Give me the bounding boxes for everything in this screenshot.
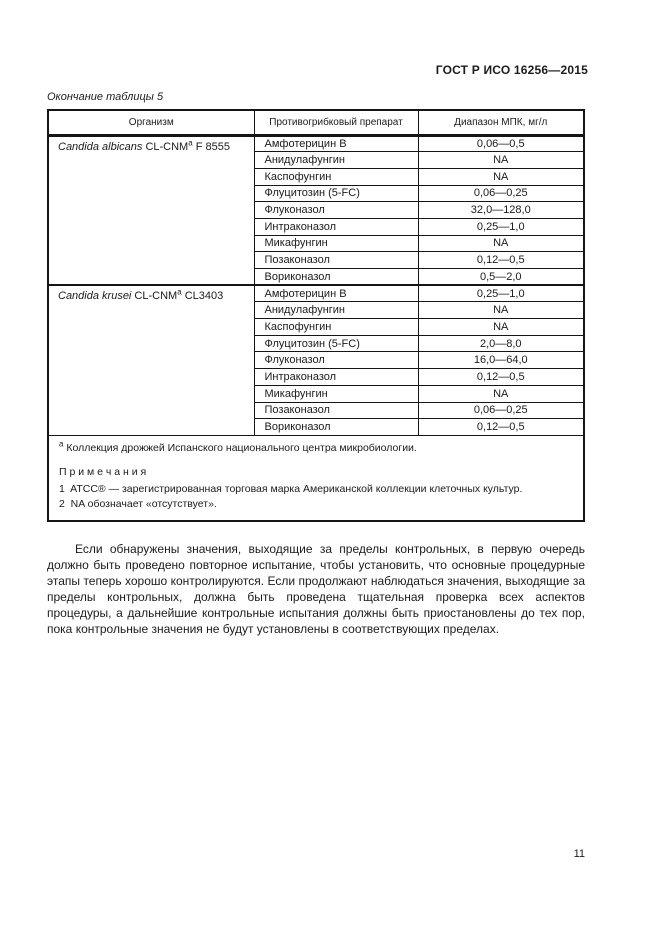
drug-name-cell: Микафунгин <box>253 234 419 253</box>
mic-range-cell: 0,5—2,0 <box>417 268 585 286</box>
mic-range-cell: 2,0—8,0 <box>417 334 585 353</box>
footnote-cell: a Коллекция дрожжей Испанского националь… <box>47 434 585 522</box>
drug-name-cell: Интраконазол <box>253 368 419 386</box>
table-row: Каспофунгин NA <box>48 318 585 336</box>
drug-name-cell: Каспофунгин <box>253 167 419 186</box>
table-row: Candida krusei CL-CNMa CL3403 Амфотерицин… <box>47 284 585 436</box>
mic-range-cell: NA <box>417 301 585 320</box>
page-number: 11 <box>573 848 585 860</box>
drug-name-cell: Микафунгин <box>253 384 419 403</box>
table-footnote-section: a Коллекция дрожжей Испанского националь… <box>47 434 585 522</box>
document-standard-number: ГОСТ Р ИСО 16256—2015 <box>435 63 588 77</box>
table-caption: Окончание таблицы 5 <box>47 91 164 103</box>
drug-name-cell: Флуконазол <box>253 351 419 370</box>
mic-range-cell: NA <box>417 384 585 403</box>
table-row: Анидулафунгин NA <box>48 301 585 320</box>
mic-range-cell: NA <box>417 234 585 253</box>
footnote-marker: a <box>59 439 64 449</box>
mic-range-cell: NA <box>417 167 585 186</box>
table-row: Позаконазол 0,12—0,5 <box>48 251 585 269</box>
table-header-row: Организм Противогрибковый препарат Диапа… <box>47 109 585 137</box>
drug-name-cell: Анидулафунгин <box>253 151 419 169</box>
drug-name-cell: Флуцитозин (5-FC) <box>253 334 419 353</box>
mic-range-cell: 0,12—0,5 <box>417 418 585 436</box>
mic-range-cell: 0,06—0,25 <box>417 184 585 203</box>
organism-species-name: Candida krusei <box>58 290 132 303</box>
table-row: Флуцитозин (5-FC) 2,0—8,0 <box>48 334 585 353</box>
organism-species-name: Candida albicans <box>58 140 143 153</box>
table-row: Интраконазол 0,12—0,5 <box>48 368 585 386</box>
mic-range-cell: 0,25—1,0 <box>417 284 585 303</box>
mic-range-table: Организм Противогрибковый препарат Диапа… <box>47 109 585 522</box>
drug-name-cell: Анидулафунгин <box>253 301 419 320</box>
organism-cell: Candida albicans CL-CNMa F 8555 <box>47 133 255 286</box>
mic-range-cell: 16,0—64,0 <box>417 351 585 370</box>
mic-range-cell: 0,12—0,5 <box>417 251 585 269</box>
footnote-reference-marker: a <box>188 137 193 147</box>
mic-range-cell: 32,0—128,0 <box>417 201 585 219</box>
note-1: 1 ATCC® — зарегистрированная торговая ма… <box>59 482 523 495</box>
drug-name-cell: Вориконазол <box>253 418 419 436</box>
mic-range-cell: 0,06—0,25 <box>417 401 585 420</box>
mic-range-cell: NA <box>417 151 585 169</box>
drug-name-cell: Флуцитозин (5-FC) <box>253 184 419 203</box>
table-row: Интраконазол 0,25—1,0 <box>48 217 585 236</box>
mic-range-cell: NA <box>417 318 585 336</box>
organism-cell: Candida krusei CL-CNMa CL3403 <box>47 284 255 436</box>
drug-name-cell: Интраконазол <box>253 217 419 236</box>
table-row: Флуцитозин (5-FC) 0,06—0,25 <box>48 184 585 203</box>
mic-range-cell: 0,12—0,5 <box>417 368 585 386</box>
drug-name-cell: Амфотерицин В <box>253 284 419 303</box>
footnote-text: a Коллекция дрожжей Испанского националь… <box>59 439 417 454</box>
mic-range-cell: 0,06—0,5 <box>417 134 585 153</box>
drug-name-cell: Позаконазол <box>253 401 419 420</box>
drug-name-cell: Каспофунгин <box>253 318 419 336</box>
table-row: Candida albicans CL-CNMa F 8555 Амфотериц… <box>47 133 585 286</box>
mic-range-cell: 0,25—1,0 <box>417 217 585 236</box>
drug-name-cell: Позаконазол <box>253 251 419 269</box>
table-body: Candida albicans CL-CNMa F 8555 Амфотериц… <box>47 133 585 436</box>
drug-name-cell: Флуконазол <box>253 201 419 219</box>
table-row: Вориконазол 0,5—2,0 <box>48 268 585 286</box>
column-header-organism: Организм <box>47 109 255 137</box>
drug-name-cell: Вориконазол <box>253 268 419 286</box>
column-header-antifungal-drug: Противогрибковый препарат <box>253 109 419 137</box>
footnote-reference-marker: a <box>177 287 182 297</box>
drug-name-cell: Амфотерицин В <box>253 134 419 153</box>
notes-title: П р и м е ч а н и я <box>59 465 147 478</box>
body-paragraph: Если обнаружены значения, выходящие за п… <box>47 542 585 636</box>
column-header-mic-range: Диапазон МПК, мг/л <box>417 109 585 137</box>
note-2: 2 NA обозначает «отсутствует». <box>59 497 217 510</box>
